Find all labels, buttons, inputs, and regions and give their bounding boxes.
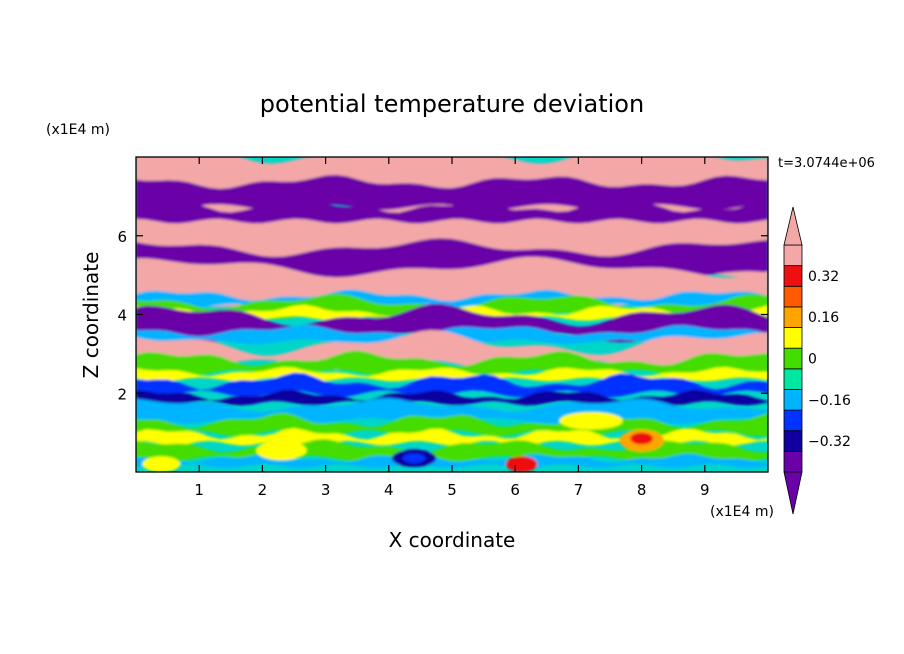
contour-band [136, 201, 768, 224]
contour-band [136, 453, 768, 468]
x-tick-label: 9 [700, 481, 710, 499]
y-tick-label: 2 [117, 385, 127, 403]
colorbar-swatch [783, 347, 803, 370]
colorbar-label: −0.16 [808, 393, 851, 409]
contour-band [136, 428, 768, 446]
colorbar-label: 0.16 [808, 310, 839, 326]
contour-band [136, 256, 768, 307]
x-tick-label: 8 [637, 481, 647, 499]
x-tick-label: 5 [447, 481, 457, 499]
x-axis-label: X coordinate [389, 528, 516, 552]
contour-band [136, 372, 768, 398]
colorbar-label: 0 [808, 352, 817, 368]
x-axis: 1 2 3 4 5 6 7 8 9 [194, 157, 710, 499]
contour-band [136, 389, 768, 406]
contour-field [136, 157, 768, 472]
colorbar-over-arrow [783, 206, 803, 246]
colorbar-swatch [783, 389, 803, 411]
eddy-blob [256, 440, 307, 461]
x-tick-label: 2 [258, 481, 268, 499]
colorbar-label: 0.32 [808, 269, 839, 285]
colorbar-swatch [783, 368, 803, 390]
eddy-blob [505, 456, 538, 472]
colorbar-swatch [783, 265, 803, 287]
y-axis-unit: (x1E4 m) [46, 122, 110, 138]
y-tick-label: 4 [117, 307, 127, 325]
y-tick-label: 6 [117, 228, 127, 246]
eddy-blob [559, 412, 623, 430]
chart-title: potential temperature deviation [260, 90, 644, 118]
contour-band [136, 174, 768, 210]
colorbar-swatch [783, 327, 803, 349]
x-tick-label: 3 [321, 481, 331, 499]
eddy-blob [402, 453, 426, 463]
y-axis: 2 4 6 [117, 228, 768, 403]
eddy-blob [630, 432, 653, 445]
colorbar-swatch [783, 244, 803, 267]
time-label: t=3.0744e+06 [778, 156, 875, 171]
x-axis-unit: (x1E4 m) [710, 504, 774, 520]
colorbar-swatch [783, 285, 803, 308]
colorbar: 0.32 0.16 0 −0.16 −0.32 [783, 206, 851, 515]
x-tick-label: 6 [510, 481, 520, 499]
colorbar-swatch [783, 409, 803, 432]
colorbar-swatch [783, 306, 803, 328]
field-bands [136, 157, 768, 472]
y-axis-label: Z coordinate [79, 252, 103, 379]
x-tick-label: 1 [194, 481, 204, 499]
eddy-blob [142, 456, 181, 472]
colorbar-under-arrow [783, 471, 803, 515]
colorbar-swatch [783, 430, 803, 452]
colorbar-label: −0.32 [808, 434, 851, 450]
x-tick-label: 4 [384, 481, 394, 499]
colorbar-swatch [783, 450, 803, 473]
x-tick-label: 7 [574, 481, 584, 499]
